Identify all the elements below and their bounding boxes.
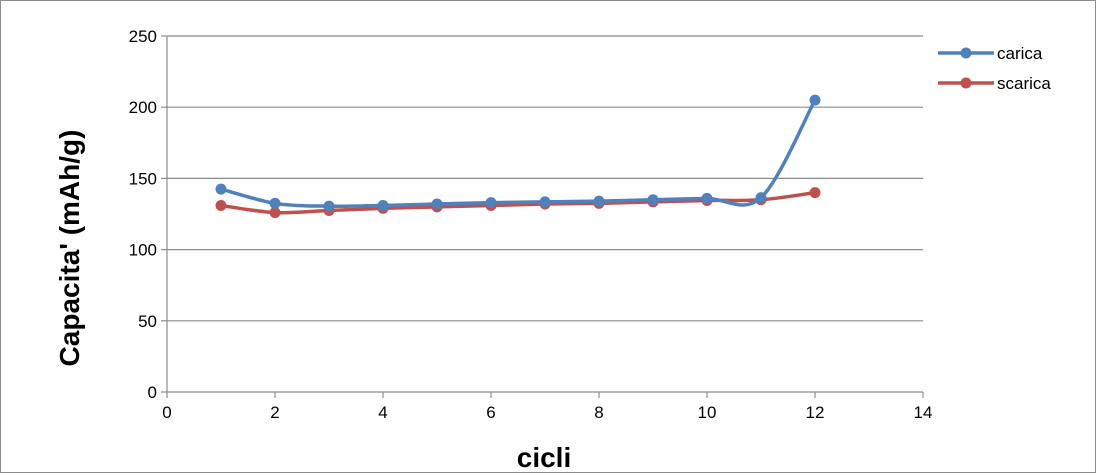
series-carica: [215, 94, 821, 212]
point-carica-6: [485, 197, 497, 209]
y-axis-title: Capacita' (mAh/g): [54, 130, 85, 367]
legend-marker-scarica: [960, 77, 972, 89]
legend-marker-carica: [960, 47, 972, 59]
x-tick-label-7: 14: [914, 403, 933, 422]
y-tick-label-4: 200: [129, 98, 157, 117]
y-tick-label-1: 50: [138, 312, 157, 331]
x-tick-label-5: 10: [698, 403, 717, 422]
point-carica-7: [539, 196, 551, 208]
point-carica-2: [269, 197, 281, 209]
point-scarica-12: [809, 187, 821, 199]
x-tick-label-6: 12: [806, 403, 825, 422]
point-scarica-2: [269, 207, 281, 219]
axis-layer: [161, 35, 924, 398]
point-carica-1: [215, 183, 227, 195]
legend-item-scarica: scarica: [938, 74, 1051, 93]
x-axis-title: cicli: [517, 442, 571, 473]
x-tick-label-4: 8: [594, 403, 603, 422]
point-carica-5: [431, 198, 443, 210]
point-carica-9: [647, 194, 659, 206]
point-scarica-1: [215, 199, 227, 211]
legend-label-carica: carica: [997, 44, 1043, 63]
y-tick-label-5: 250: [129, 27, 157, 46]
y-tick-label-0: 0: [148, 383, 157, 402]
y-tick-label-3: 150: [129, 169, 157, 188]
legend-label-scarica: scarica: [997, 74, 1051, 93]
legend-item-carica: carica: [938, 44, 1043, 63]
series-layer: [215, 94, 821, 219]
x-tick-label-1: 2: [270, 403, 279, 422]
tick-label-layer: 0 50 100 150 200 250 0 2 4 6 8 10 12 14: [129, 27, 933, 422]
point-carica-12: [809, 94, 821, 106]
x-tick-label-3: 6: [486, 403, 495, 422]
x-tick-label-2: 4: [378, 403, 387, 422]
x-tick-label-0: 0: [162, 403, 171, 422]
point-carica-3: [323, 200, 335, 212]
point-carica-8: [593, 195, 605, 207]
grid-layer: [167, 35, 923, 322]
point-carica-11: [755, 192, 767, 204]
series-line-carica: [220, 99, 817, 209]
point-carica-10: [701, 192, 713, 204]
legend: carica scarica: [938, 44, 1051, 93]
point-carica-4: [377, 199, 389, 211]
y-tick-label-2: 100: [129, 241, 157, 260]
